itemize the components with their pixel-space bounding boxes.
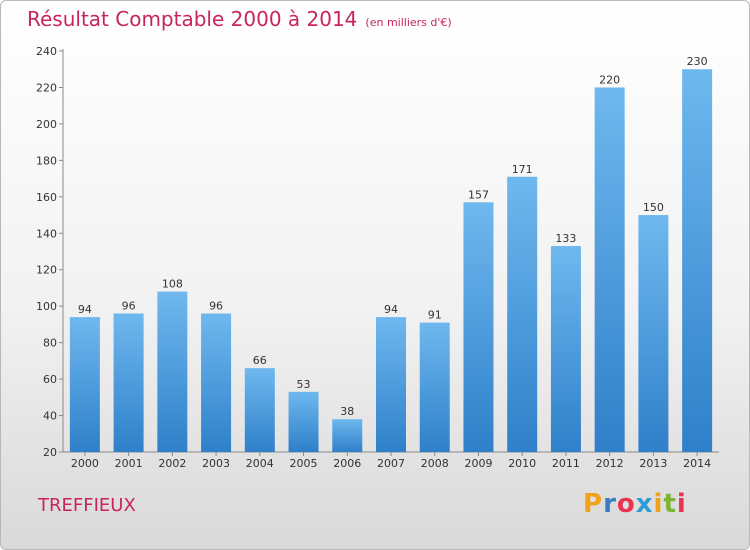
y-tick-label: 200 <box>36 118 57 131</box>
bar <box>682 69 713 453</box>
y-tick-label: 40 <box>43 410 57 423</box>
x-tick-label: 2010 <box>508 457 536 470</box>
data-label: 230 <box>687 55 708 68</box>
bar <box>638 215 669 452</box>
x-tick-label: 2000 <box>71 457 99 470</box>
data-label: 108 <box>162 278 183 291</box>
data-label: 53 <box>297 378 311 391</box>
bar <box>463 202 494 452</box>
chart-subtitle: (en milliers d'€) <box>365 16 452 29</box>
logo-letter: i <box>653 489 664 519</box>
bar <box>419 322 450 452</box>
town-name: TREFFIEUX <box>38 495 136 516</box>
x-tick-label: 2004 <box>246 457 274 470</box>
proxiti-logo: Proxiti <box>583 489 687 519</box>
y-tick-label: 160 <box>36 191 57 204</box>
data-label: 91 <box>428 309 442 322</box>
data-label: 96 <box>122 299 136 312</box>
data-label: 150 <box>643 201 664 214</box>
bar <box>244 368 275 452</box>
bar <box>113 313 144 452</box>
y-tick-label: 240 <box>36 45 57 58</box>
bars <box>69 69 713 453</box>
chart-title-block: Résultat Comptable 2000 à 2014 (en millie… <box>27 7 452 31</box>
data-label: 220 <box>599 73 620 86</box>
logo-letter: i <box>676 489 687 519</box>
logo-letter: o <box>616 489 636 519</box>
x-tick-label: 2007 <box>377 457 405 470</box>
data-label: 133 <box>555 232 576 245</box>
y-tick-label: 120 <box>36 264 57 277</box>
bar <box>376 317 406 452</box>
y-tick-label: 20 <box>43 446 57 459</box>
logo-letter: t <box>663 489 677 519</box>
x-tick-label: 2013 <box>639 457 667 470</box>
x-tick-label: 2008 <box>421 457 449 470</box>
data-label: 38 <box>340 405 354 418</box>
data-label: 171 <box>512 163 533 176</box>
bar <box>550 246 581 452</box>
y-tick-label: 220 <box>36 81 57 94</box>
data-label: 157 <box>468 188 489 201</box>
logo-letter: r <box>603 489 617 519</box>
logo-letter: x <box>635 489 654 519</box>
bar <box>507 176 538 452</box>
data-label: 94 <box>384 303 398 316</box>
x-tick-label: 2003 <box>202 457 230 470</box>
y-tick-label: 180 <box>36 154 57 167</box>
bar <box>594 87 625 453</box>
y-tick-label: 100 <box>36 300 57 313</box>
logo-letter: P <box>583 489 604 519</box>
x-tick-label: 2006 <box>333 457 361 470</box>
labels: 20 40 60 80 100 120 140 160 180 200 220 240 94 2000 96… <box>36 45 711 470</box>
data-label: 66 <box>253 354 267 367</box>
bar <box>69 317 100 452</box>
y-tick-label: 60 <box>43 373 57 386</box>
data-label: 96 <box>209 299 223 312</box>
y-tick-label: 140 <box>36 227 57 240</box>
x-tick-label: 2011 <box>552 457 580 470</box>
x-tick-label: 2001 <box>115 457 143 470</box>
bar <box>288 391 319 452</box>
data-label: 94 <box>78 303 92 316</box>
bar <box>201 313 232 452</box>
bar <box>157 291 188 452</box>
chart-title: Résultat Comptable 2000 à 2014 <box>27 7 358 31</box>
x-tick-label: 2005 <box>290 457 318 470</box>
x-tick-label: 2009 <box>464 457 492 470</box>
x-tick-label: 2002 <box>158 457 186 470</box>
bar <box>332 419 363 452</box>
x-tick-label: 2012 <box>596 457 624 470</box>
x-tick-label: 2014 <box>683 457 711 470</box>
y-tick-label: 80 <box>43 337 57 350</box>
